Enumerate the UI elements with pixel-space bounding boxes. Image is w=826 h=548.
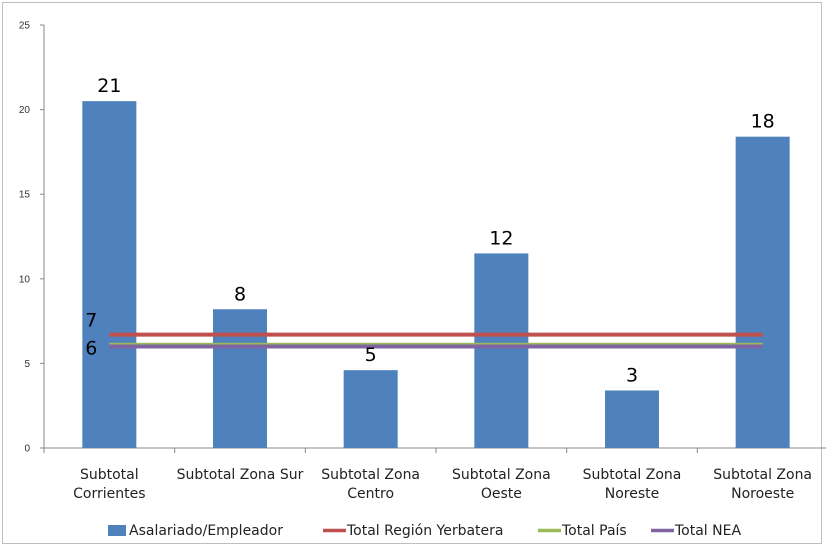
- legend-swatch: [108, 525, 126, 536]
- bar-data-label: 21: [97, 75, 121, 97]
- bar: [735, 136, 790, 448]
- x-tick-label: Subtotal Zona Noroeste: [713, 467, 812, 502]
- x-tick-label: Subtotal Zona Centro: [321, 467, 420, 502]
- y-tick-label: 20: [19, 105, 31, 116]
- x-tick-label-line: Subtotal Zona: [321, 467, 420, 483]
- reference-line-label: 7: [85, 310, 97, 332]
- legend-label: Total País: [561, 523, 627, 539]
- x-tick-label: Subtotal Corrientes: [73, 467, 145, 502]
- bar-data-label: 8: [234, 283, 246, 305]
- x-tick-label-line: Subtotal Zona: [452, 467, 551, 483]
- bar: [213, 309, 267, 448]
- bar-data-label: 3: [626, 364, 638, 386]
- bars: [82, 101, 790, 448]
- x-tick-label-line: Subtotal Zona Sur: [177, 467, 304, 483]
- axes: 0 5 10 15 20 25: [19, 21, 826, 455]
- x-tick-label-line: Corrientes: [73, 486, 145, 502]
- bar: [474, 253, 529, 448]
- y-tick-label: 10: [19, 274, 31, 285]
- reference-lines: [109, 332, 763, 349]
- x-tick-label-line: Subtotal Zona: [583, 467, 682, 483]
- x-tick-label: Subtotal Zona Sur: [177, 467, 304, 483]
- x-tick-label-line: Oeste: [481, 486, 522, 502]
- bar: [343, 370, 398, 448]
- x-tick-label-line: Noroeste: [731, 486, 794, 502]
- category-labels: Subtotal Corrientes Subtotal Zona Sur Subto…: [73, 467, 812, 502]
- y-tick-label: 25: [19, 21, 31, 32]
- bar-data-label: 12: [489, 227, 513, 249]
- reference-line-label: 6: [85, 337, 97, 359]
- bar: [605, 390, 659, 448]
- y-tick-label: 5: [24, 359, 30, 370]
- x-tick-label: Subtotal Zona Noreste: [583, 467, 682, 502]
- legend-label: Total NEA: [674, 523, 741, 539]
- legend-label: Total Región Yerbatera: [346, 523, 504, 539]
- legend: Asalariado/Empleador Total Región Yerbate…: [108, 523, 741, 539]
- bar: [82, 101, 137, 448]
- legend-label: Asalariado/Empleador: [129, 523, 283, 539]
- x-tick-label-line: Subtotal Zona: [713, 467, 812, 483]
- x-tick-label: Subtotal Zona Oeste: [452, 467, 551, 502]
- data-labels: 21 8 5 12 3 18 7 6: [85, 75, 774, 386]
- x-tick-label-line: Subtotal: [80, 467, 139, 483]
- bar-data-label: 18: [751, 111, 775, 133]
- y-tick-label: 15: [19, 190, 31, 201]
- x-tick-label-line: Centro: [347, 486, 394, 502]
- x-tick-label-line: Noreste: [605, 486, 660, 502]
- y-tick-label: 0: [24, 444, 30, 455]
- bar-data-label: 5: [365, 344, 377, 366]
